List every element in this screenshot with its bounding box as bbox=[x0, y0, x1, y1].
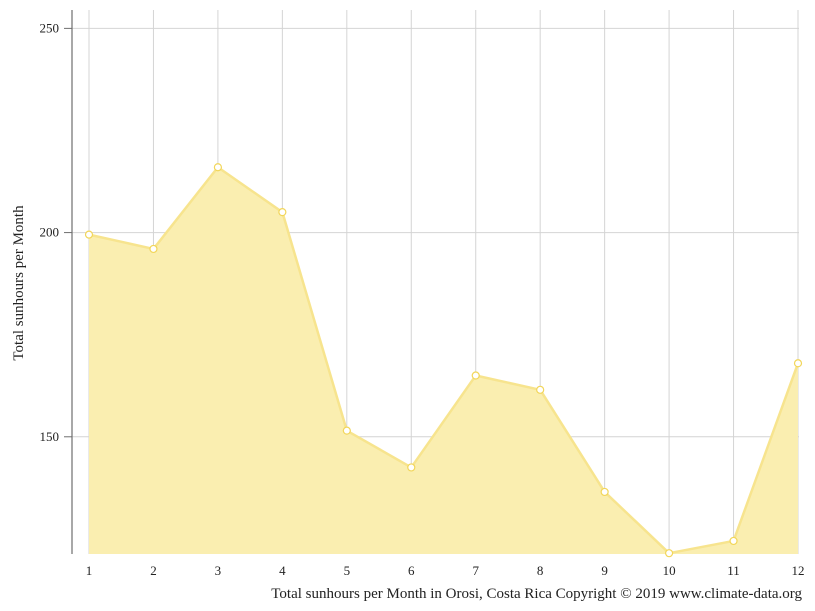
data-point[interactable] bbox=[213, 163, 223, 172]
data-point[interactable] bbox=[729, 536, 738, 546]
data-point[interactable] bbox=[342, 426, 351, 435]
x-tick-label: 6 bbox=[408, 563, 415, 578]
data-point[interactable] bbox=[84, 230, 94, 239]
series-area bbox=[89, 167, 798, 554]
data-point[interactable] bbox=[407, 463, 416, 472]
x-tick-label: 7 bbox=[472, 563, 479, 578]
data-point[interactable] bbox=[600, 487, 609, 497]
axis-layer bbox=[64, 10, 73, 554]
y-axis-title: Total sunhours per Month bbox=[11, 205, 27, 361]
data-point[interactable] bbox=[278, 208, 287, 217]
x-tick-label: 4 bbox=[279, 563, 286, 578]
data-point[interactable] bbox=[471, 371, 480, 380]
area-layer bbox=[88, 165, 800, 555]
y-tick-label: 150 bbox=[40, 429, 60, 444]
data-point[interactable] bbox=[793, 359, 803, 368]
chart-caption: Total sunhours per Month in Orosi, Costa… bbox=[271, 586, 802, 602]
x-tick-label: 9 bbox=[601, 563, 608, 578]
data-point[interactable] bbox=[664, 549, 674, 558]
y-tick-label: 250 bbox=[40, 20, 60, 35]
y-tick-label: 200 bbox=[40, 225, 60, 240]
x-tick-label: 12 bbox=[792, 563, 805, 578]
x-tick-label: 8 bbox=[537, 563, 544, 578]
x-tick-label: 1 bbox=[86, 563, 93, 578]
x-tick-label: 11 bbox=[727, 563, 740, 578]
data-point[interactable] bbox=[149, 244, 158, 254]
series-line bbox=[88, 165, 800, 555]
x-tick-label: 2 bbox=[150, 563, 157, 578]
x-tick-label: 5 bbox=[344, 563, 351, 578]
marker-layer bbox=[84, 163, 803, 558]
x-tick-label: 10 bbox=[663, 563, 676, 578]
data-point[interactable] bbox=[536, 385, 545, 394]
x-tick-label: 3 bbox=[215, 563, 222, 578]
